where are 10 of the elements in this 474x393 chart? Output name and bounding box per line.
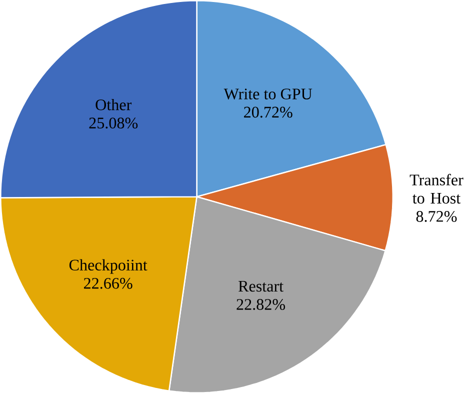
slice-label: Restart	[238, 280, 284, 292]
data-label: 8.72%	[416, 210, 457, 222]
slice-label: Checkpoiint	[69, 259, 148, 274]
data-label: 20.72%	[244, 106, 292, 118]
data-label: 25.08%	[89, 117, 138, 128]
slice-label: Transfer to Host	[410, 174, 464, 204]
data-label: 22.82%	[236, 298, 286, 310]
slice-label: Other	[96, 98, 132, 110]
slice-label: Write to GPU	[224, 88, 312, 100]
data-label: 22.66%	[84, 278, 132, 289]
